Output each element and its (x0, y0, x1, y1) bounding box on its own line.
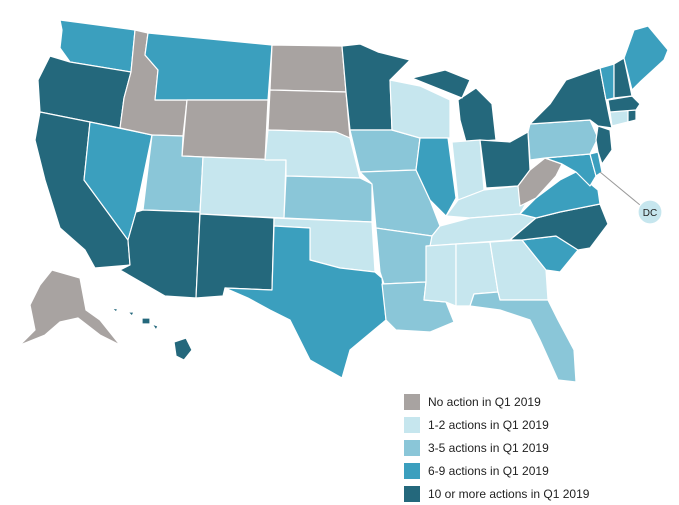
state-wy[interactable] (181, 99, 269, 161)
state-pa[interactable] (527, 119, 599, 161)
legend-item-tier1: 1-2 actions in Q1 2019 (404, 413, 589, 436)
state-nd[interactable] (269, 44, 347, 93)
legend-swatch-tier4 (404, 485, 420, 502)
state-ms[interactable] (423, 243, 457, 307)
state-wv[interactable] (517, 157, 563, 207)
state-nh[interactable] (613, 57, 633, 99)
state-me[interactable] (623, 25, 669, 91)
state-ct[interactable] (609, 109, 629, 127)
legend-swatch-none (404, 393, 420, 410)
legend-item-tier4: 10 or more actions in Q1 2019 (404, 482, 589, 505)
legend-item-tier2: 3-5 actions in Q1 2019 (404, 436, 589, 459)
state-mt[interactable] (144, 32, 273, 101)
state-ak[interactable] (19, 269, 121, 346)
state-fl[interactable] (469, 291, 577, 383)
state-ny[interactable] (529, 67, 613, 129)
legend-swatch-tier3 (404, 462, 420, 479)
legend-label-tier3: 6-9 actions in Q1 2019 (428, 463, 549, 478)
state-hi[interactable] (111, 307, 193, 361)
legend-label-tier4: 10 or more actions in Q1 2019 (428, 486, 590, 501)
legend-swatch-tier2 (404, 439, 420, 456)
dc-leader-line (599, 171, 641, 206)
legend: No action in Q1 2019 1-2 actions in Q1 2… (404, 390, 589, 505)
dc-label: DC (643, 208, 657, 219)
state-dc[interactable] (637, 199, 663, 225)
state-nj[interactable] (595, 125, 613, 165)
legend-label-tier1: 1-2 actions in Q1 2019 (428, 417, 549, 432)
us-states-map: DC (19, 19, 669, 383)
state-ri[interactable] (627, 109, 637, 123)
state-ia[interactable] (349, 129, 421, 173)
state-tx[interactable] (224, 225, 387, 379)
state-wi[interactable] (389, 79, 451, 139)
state-ar[interactable] (375, 227, 433, 285)
state-in[interactable] (451, 139, 485, 201)
legend-item-tier3: 6-9 actions in Q1 2019 (404, 459, 589, 482)
legend-label-none: No action in Q1 2019 (428, 394, 541, 409)
state-mi[interactable] (411, 69, 497, 143)
legend-item-none: No action in Q1 2019 (404, 390, 589, 413)
legend-swatch-tier1 (404, 416, 420, 433)
state-va[interactable] (519, 171, 601, 219)
legend-label-tier2: 3-5 actions in Q1 2019 (428, 440, 549, 455)
state-de[interactable] (589, 151, 603, 177)
state-co[interactable] (199, 156, 287, 219)
state-ks[interactable] (283, 175, 373, 223)
state-nm[interactable] (195, 213, 275, 299)
